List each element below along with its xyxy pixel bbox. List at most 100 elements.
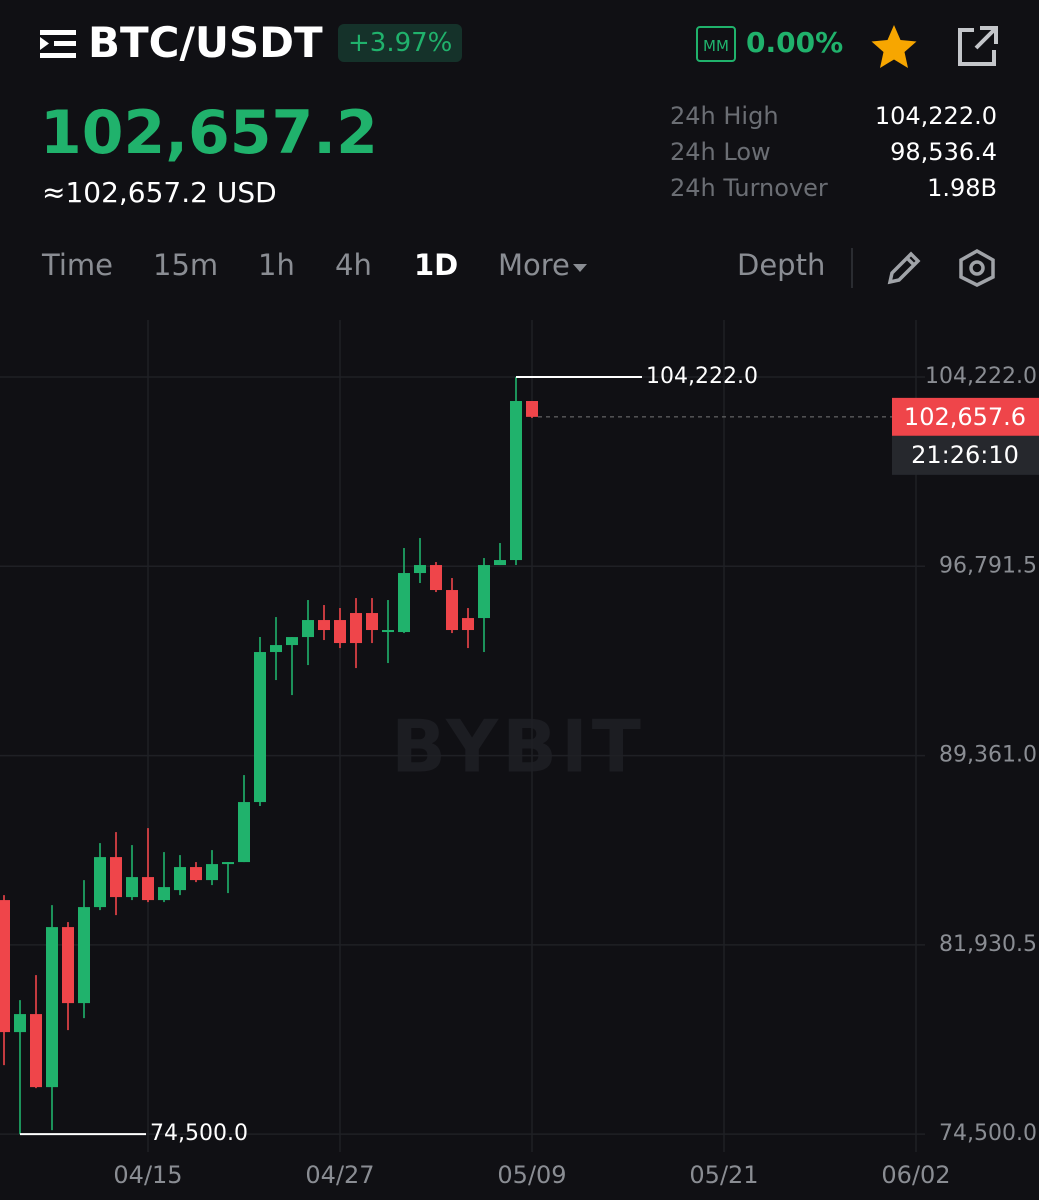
candle [414, 538, 426, 584]
candle [334, 608, 346, 649]
candle [238, 775, 250, 863]
candle-body [510, 401, 522, 561]
candle [126, 845, 138, 901]
candle [94, 843, 106, 911]
candle-body [94, 857, 106, 908]
candle-body [318, 620, 330, 631]
candle [142, 828, 154, 903]
extreme-label: 104,222.0 [646, 364, 758, 389]
candle [302, 600, 314, 666]
candle [110, 832, 122, 916]
x-tick-label: 05/21 [689, 1161, 758, 1189]
candle [174, 855, 186, 896]
settings-icon[interactable] [956, 248, 998, 288]
mm-badge: MM [696, 26, 736, 62]
last-price-label: 102,657.6 [904, 403, 1026, 431]
candle-body [302, 620, 314, 638]
candle [462, 608, 474, 649]
candle [254, 637, 266, 807]
tab[interactable]: 4h [335, 248, 372, 282]
candle [78, 880, 90, 1019]
stat-label: 24h Low [670, 138, 771, 166]
x-tick-label: 05/09 [497, 1161, 566, 1189]
candle-body [366, 613, 378, 631]
tab[interactable]: Time [42, 248, 113, 282]
candle-body [414, 565, 426, 574]
candle [382, 600, 394, 664]
candle [366, 598, 378, 644]
candle-body [206, 864, 218, 881]
candle [526, 401, 538, 419]
depth-tab[interactable]: Depth [737, 248, 826, 282]
candle [46, 905, 58, 1131]
change-badge: +3.97% [338, 24, 463, 62]
candle-body [526, 401, 538, 417]
x-tick-label: 04/15 [113, 1161, 182, 1189]
candle-body [126, 877, 138, 898]
candle-body [78, 907, 90, 1004]
candle [0, 895, 10, 1066]
y-tick-label: 96,791.5 [939, 553, 1037, 578]
stat-label: 24h Turnover [670, 174, 828, 202]
candle [14, 1000, 26, 1135]
candle [478, 558, 490, 653]
candle-body [334, 620, 346, 644]
candle [222, 862, 234, 894]
watermark: BYBIT [391, 705, 645, 789]
candle-body [350, 613, 362, 644]
tab[interactable]: 15m [153, 248, 219, 282]
candle-body [382, 630, 394, 633]
candle [446, 578, 458, 634]
candle-body [158, 887, 170, 901]
candle [494, 543, 506, 566]
mm-rate: 0.00% [746, 26, 844, 59]
candle-body [270, 645, 282, 653]
candle-body [62, 927, 74, 1004]
y-tick-label: 81,930.5 [939, 932, 1037, 957]
last-price: 102,657.2 [40, 98, 378, 168]
candle-body [478, 565, 490, 619]
pair[interactable]: BTC/USDT [88, 18, 323, 67]
candle-body [286, 637, 298, 646]
candle-body [110, 857, 122, 898]
candle [30, 975, 42, 1089]
candle [318, 605, 330, 641]
candle-body [174, 867, 186, 891]
share-icon[interactable] [954, 24, 1000, 70]
tab-active[interactable]: 1D [414, 248, 459, 282]
y-tick-label: 104,222.0 [925, 364, 1037, 389]
candle-body [494, 560, 506, 566]
candle-body [142, 877, 154, 901]
tab[interactable]: 1h [258, 248, 295, 282]
stat-value: 98,536.4 [890, 138, 997, 166]
candle-body [14, 1014, 26, 1033]
last-price-tag [892, 397, 1039, 436]
candle-body [254, 652, 266, 803]
candle-body [0, 900, 10, 1033]
candle-body [30, 1014, 42, 1088]
candle-body [222, 862, 234, 865]
candle-body [238, 802, 250, 863]
tab[interactable]: More [498, 248, 570, 282]
countdown-tag [892, 435, 1039, 475]
favorite-icon[interactable] [868, 22, 920, 72]
candle [350, 598, 362, 669]
y-tick-label: 89,361.0 [939, 743, 1037, 768]
candle [206, 850, 218, 886]
menu-icon[interactable] [40, 28, 78, 60]
stat-value: 1.98B [927, 174, 997, 202]
dropdown-caret [573, 264, 587, 272]
candle-body [462, 618, 474, 631]
candle-body [398, 573, 410, 633]
candle [190, 862, 202, 883]
separator [851, 248, 853, 288]
candle-body [430, 565, 442, 591]
candle [286, 637, 298, 696]
stat-label: 24h High [670, 102, 779, 130]
draw-icon[interactable] [884, 248, 924, 288]
candle [62, 922, 74, 1031]
stat-value: 104,222.0 [874, 102, 997, 130]
candle [270, 617, 282, 681]
candle-body [446, 590, 458, 631]
